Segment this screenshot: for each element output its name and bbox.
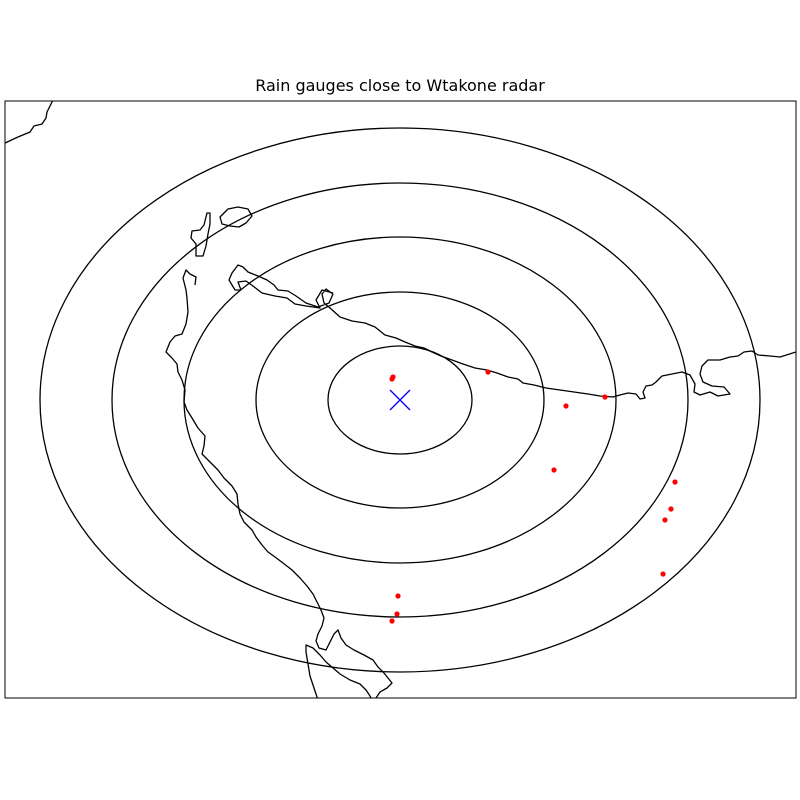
rain-gauge (395, 593, 401, 599)
coastline-southern-landmass (305, 644, 372, 698)
range-ring-5 (39, 127, 761, 673)
rain-gauge (394, 611, 400, 617)
rain-gauge (602, 394, 608, 400)
map-frame (4, 100, 797, 699)
rain-gauge (660, 571, 666, 577)
range-ring-2 (255, 291, 545, 509)
range-rings-layer (39, 127, 761, 673)
coastline-king-island (190, 212, 211, 257)
rain-gauge (668, 506, 674, 512)
range-ring-1 (327, 345, 473, 455)
coastline-northwest (5, 101, 54, 144)
rain-gauge (563, 403, 569, 409)
range-ring-4 (111, 182, 689, 618)
rain-gauge (389, 618, 395, 624)
rain-gauge (672, 479, 678, 485)
coastline-layer (5, 101, 796, 698)
coastline-mainland (165, 264, 796, 698)
map-title: Rain gauges close to Wtakone radar (255, 76, 545, 95)
range-ring-3 (183, 236, 617, 564)
rain-gauge (389, 376, 395, 382)
rain-gauge (662, 517, 668, 523)
radar-site-marker (389, 389, 411, 411)
rain-gauges-layer (389, 369, 678, 624)
rain-gauge (551, 467, 557, 473)
coastline-small-island (219, 206, 253, 228)
rain-gauge (485, 369, 491, 375)
